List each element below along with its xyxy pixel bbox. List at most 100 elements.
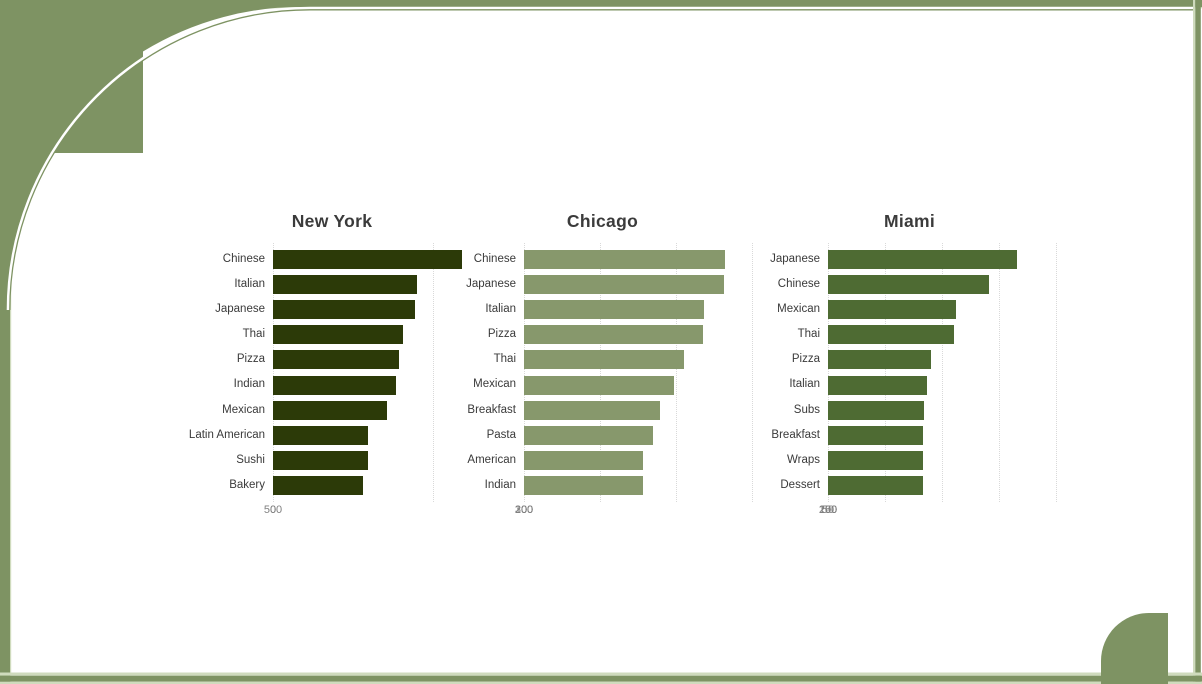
gridline bbox=[941, 243, 943, 502]
category-label: Mexican bbox=[473, 378, 516, 391]
category-label: Bakery bbox=[229, 478, 265, 491]
category-label: Mexican bbox=[777, 303, 820, 316]
chart-title: Miami bbox=[883, 211, 936, 231]
bar[interactable] bbox=[828, 325, 955, 345]
bar-chart-chicago: Chicago Chinese Japanese Italian Pizza Thai M… bbox=[436, 208, 755, 526]
axis-tick-label: 300 bbox=[514, 504, 534, 516]
corner-bottom-right-decoration bbox=[1101, 613, 1168, 684]
bar[interactable] bbox=[828, 400, 924, 420]
bar[interactable] bbox=[828, 275, 989, 295]
axis-tick-label: 100 bbox=[514, 504, 534, 516]
category-label: Pizza bbox=[791, 353, 820, 366]
category-label: Dessert bbox=[780, 478, 820, 491]
axis-tick-label: 200 bbox=[514, 504, 534, 516]
category-label: Wraps bbox=[786, 453, 820, 466]
bar[interactable] bbox=[828, 425, 923, 445]
bar[interactable] bbox=[524, 375, 675, 395]
gridline bbox=[998, 243, 1000, 502]
category-axis: Japanese Chinese Mexican Thai Pizza Italian Su… bbox=[740, 247, 828, 498]
category-axis: Chinese Italian Japanese Thai Pizza Indian Mex… bbox=[185, 247, 273, 498]
axis-tick-label: 100 bbox=[818, 504, 838, 516]
bar[interactable] bbox=[828, 375, 928, 395]
bar[interactable] bbox=[524, 250, 726, 270]
category-label: Pizza bbox=[236, 353, 265, 366]
frame-right-light-strip bbox=[1193, 0, 1196, 684]
bar[interactable] bbox=[828, 475, 923, 495]
bar[interactable] bbox=[524, 425, 654, 445]
category-label: Chinese bbox=[222, 253, 265, 265]
axis-tick-label: 200 bbox=[818, 504, 838, 516]
plot-area bbox=[828, 243, 1065, 502]
chart-title: Chicago bbox=[566, 211, 639, 231]
axis-tick-label: 150 bbox=[818, 504, 838, 516]
frame-bottom-band bbox=[0, 675, 1202, 682]
bar[interactable] bbox=[273, 450, 368, 470]
category-axis: Chinese Japanese Italian Pizza Thai Mexican Br… bbox=[436, 247, 524, 498]
frame-right-band bbox=[1195, 0, 1201, 684]
bar-chart-miami: Miami Japanese Chinese Mexican Thai Pizza Ita… bbox=[740, 208, 1065, 526]
bar[interactable] bbox=[273, 275, 417, 295]
gridline bbox=[828, 243, 829, 502]
frame-top-light-strip bbox=[0, 7, 1202, 9]
category-label: Japanese bbox=[215, 303, 265, 316]
bar[interactable] bbox=[524, 350, 685, 370]
bar[interactable] bbox=[273, 425, 369, 445]
bar[interactable] bbox=[273, 325, 403, 345]
axis-tick-label: 0 bbox=[520, 504, 528, 516]
category-label: Thai bbox=[242, 328, 265, 341]
category-label: Japanese bbox=[466, 278, 516, 291]
bar[interactable] bbox=[273, 475, 364, 495]
bar[interactable] bbox=[828, 300, 956, 320]
bar-chart-new-york: New York Chinese Italian Japanese Thai Pizza… bbox=[185, 208, 465, 526]
bar[interactable] bbox=[828, 250, 1018, 270]
gridline bbox=[751, 243, 753, 502]
bar[interactable] bbox=[828, 350, 931, 370]
gridline bbox=[433, 243, 434, 502]
bar[interactable] bbox=[524, 300, 705, 320]
category-label: Breakfast bbox=[771, 428, 820, 441]
bar[interactable] bbox=[273, 400, 387, 420]
category-label: Italian bbox=[234, 278, 265, 291]
category-label: Sushi bbox=[236, 453, 265, 466]
bar[interactable] bbox=[524, 400, 661, 420]
category-label: Latin American bbox=[188, 428, 265, 441]
frame-left-band bbox=[0, 0, 10, 684]
bar[interactable] bbox=[273, 375, 397, 395]
gridline bbox=[1055, 243, 1057, 502]
axis-tick-label: 0 bbox=[269, 504, 277, 516]
frame-left-light-strip bbox=[10, 0, 12, 684]
bar[interactable] bbox=[273, 300, 416, 320]
axis-tick-label: 0 bbox=[824, 504, 832, 516]
category-label: Thai bbox=[797, 328, 820, 341]
bar[interactable] bbox=[524, 450, 644, 470]
axis-tick-label: 50 bbox=[821, 504, 835, 516]
gridline bbox=[599, 243, 601, 502]
category-label: Italian bbox=[485, 303, 516, 316]
category-label: Pizza bbox=[487, 328, 516, 341]
category-label: Subs bbox=[793, 403, 820, 416]
gridline bbox=[884, 243, 886, 502]
bar[interactable] bbox=[524, 475, 643, 495]
category-label: Indian bbox=[484, 478, 516, 491]
category-label: Chinese bbox=[473, 253, 516, 265]
category-label: Breakfast bbox=[467, 403, 516, 416]
gridline bbox=[675, 243, 677, 502]
bar[interactable] bbox=[273, 350, 400, 370]
bar[interactable] bbox=[273, 250, 462, 270]
bar[interactable] bbox=[828, 450, 923, 470]
gridline bbox=[273, 243, 274, 502]
category-label: American bbox=[467, 453, 516, 466]
category-label: Pasta bbox=[486, 428, 516, 441]
frame-bottom-light-strip bbox=[0, 672, 1202, 676]
frame-top-band bbox=[0, 0, 1202, 7]
axis-tick-label: 500 bbox=[263, 504, 283, 516]
bar[interactable] bbox=[524, 325, 704, 345]
plot-area bbox=[273, 243, 465, 502]
chart-title: New York bbox=[291, 211, 373, 231]
category-label: Thai bbox=[493, 353, 516, 366]
category-label: Chinese bbox=[777, 278, 820, 291]
category-label: Mexican bbox=[222, 403, 265, 416]
plot-area bbox=[524, 243, 755, 502]
bar[interactable] bbox=[524, 275, 724, 295]
